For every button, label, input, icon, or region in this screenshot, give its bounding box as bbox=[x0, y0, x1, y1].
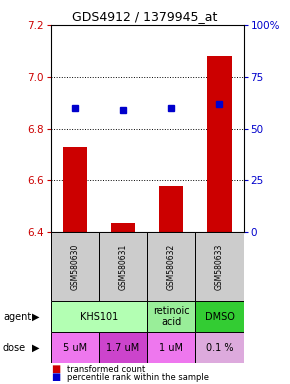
Text: agent: agent bbox=[3, 312, 31, 322]
Text: ■: ■ bbox=[51, 372, 60, 382]
Text: dose: dose bbox=[3, 343, 26, 353]
Text: GDS4912 / 1379945_at: GDS4912 / 1379945_at bbox=[72, 10, 218, 23]
FancyBboxPatch shape bbox=[195, 232, 244, 301]
Bar bbox=[159, 186, 183, 232]
FancyBboxPatch shape bbox=[147, 332, 195, 363]
FancyBboxPatch shape bbox=[147, 301, 195, 332]
FancyBboxPatch shape bbox=[195, 332, 244, 363]
Text: GSM580630: GSM580630 bbox=[70, 244, 79, 290]
Text: GSM580633: GSM580633 bbox=[215, 244, 224, 290]
Text: 1.7 uM: 1.7 uM bbox=[106, 343, 140, 353]
Text: ■: ■ bbox=[51, 364, 60, 374]
Text: DMSO: DMSO bbox=[204, 312, 234, 322]
FancyBboxPatch shape bbox=[99, 232, 147, 301]
Text: 5 uM: 5 uM bbox=[63, 343, 87, 353]
Text: ▶: ▶ bbox=[32, 343, 39, 353]
FancyBboxPatch shape bbox=[51, 332, 99, 363]
Text: percentile rank within the sample: percentile rank within the sample bbox=[67, 372, 209, 382]
Text: 1 uM: 1 uM bbox=[159, 343, 183, 353]
FancyBboxPatch shape bbox=[51, 301, 147, 332]
Text: GSM580631: GSM580631 bbox=[119, 244, 128, 290]
Text: transformed count: transformed count bbox=[67, 365, 145, 374]
FancyBboxPatch shape bbox=[51, 232, 99, 301]
Text: ▶: ▶ bbox=[32, 312, 39, 322]
Text: retinoic
acid: retinoic acid bbox=[153, 306, 190, 327]
Text: 0.1 %: 0.1 % bbox=[206, 343, 233, 353]
Text: KHS101: KHS101 bbox=[80, 312, 118, 322]
Bar bbox=[111, 223, 135, 232]
FancyBboxPatch shape bbox=[147, 232, 195, 301]
FancyBboxPatch shape bbox=[195, 301, 244, 332]
FancyBboxPatch shape bbox=[99, 332, 147, 363]
Bar bbox=[63, 147, 87, 232]
Bar bbox=[207, 56, 231, 232]
Text: GSM580632: GSM580632 bbox=[167, 244, 176, 290]
